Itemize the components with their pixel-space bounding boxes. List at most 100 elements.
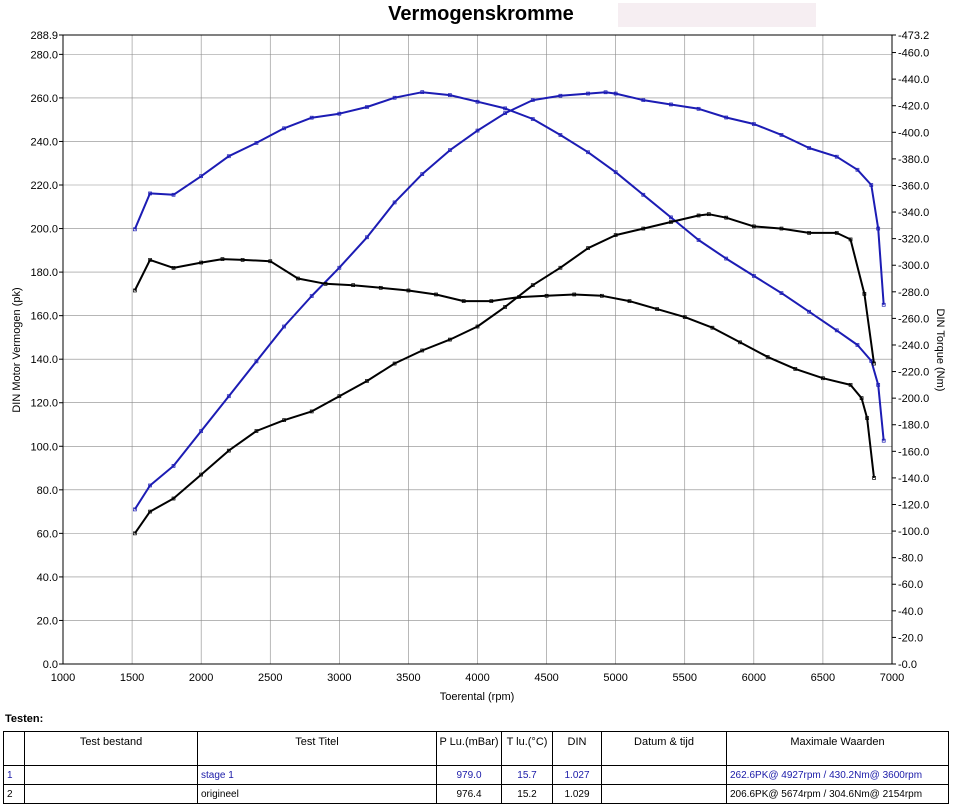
y-right-tick-label: -280.0 [898, 287, 929, 299]
y-left-tick-label: 60.0 [37, 528, 58, 540]
series-point [613, 170, 618, 175]
row-max-values: 262.6PK@ 4927rpm / 430.2Nm@ 3600rpm [726, 765, 949, 785]
series-point [530, 117, 535, 121]
series-point [530, 283, 535, 288]
x-axis-ticks: 1000 1500 2000 2500 3000 3500 4000 4500 5000 5500… [51, 672, 904, 684]
series-line [133, 213, 875, 534]
series-point [220, 257, 225, 261]
x-tick-label: 5000 [603, 672, 627, 684]
y-left-tick-label: 80.0 [37, 485, 58, 497]
series-point [475, 99, 480, 104]
y-right-tick-label: -80.0 [898, 553, 923, 565]
series-point [807, 231, 811, 235]
series-point [848, 237, 853, 242]
series-point [199, 260, 204, 265]
col-no [3, 731, 25, 766]
series-point [199, 429, 204, 433]
series-point [309, 409, 314, 414]
series-point [254, 359, 259, 364]
series-point [603, 90, 608, 95]
series-point [268, 259, 273, 264]
series-point [793, 367, 798, 371]
x-tick-label: 6500 [811, 672, 835, 684]
series-point [337, 265, 342, 270]
x-tick-label: 4500 [534, 672, 558, 684]
series-point [655, 307, 659, 311]
series-point [365, 379, 369, 383]
tests-label: Testen: [5, 713, 44, 725]
series-point [282, 126, 286, 131]
series-point [834, 231, 839, 235]
series-point [503, 111, 507, 116]
series-point [171, 464, 176, 468]
table-row[interactable]: 2 origineel 976.4 15.2 1.029 206.6PK@ 56… [3, 784, 949, 804]
series-point [872, 476, 876, 480]
series-point [392, 361, 397, 366]
series-point [378, 285, 383, 290]
series-point [881, 302, 886, 307]
row-datetime [601, 765, 727, 785]
series-line [133, 91, 885, 510]
series-point [148, 483, 152, 488]
x-tick-label: 1500 [120, 672, 144, 684]
series-point [475, 324, 480, 329]
table-row[interactable]: 1 stage 1 979.0 15.7 1.027 262.6PK@ 4927… [3, 765, 949, 785]
row-pressure: 979.0 [436, 765, 502, 785]
series-point [779, 133, 784, 137]
y-right-tick-label: -60.0 [898, 579, 923, 591]
title-highlight [618, 3, 816, 27]
series-point [420, 90, 425, 95]
series-point [420, 348, 425, 353]
series-point [226, 394, 231, 399]
series-point [669, 102, 673, 107]
series-point [738, 340, 742, 345]
series-point [392, 95, 397, 100]
y-left-tick-label: 288.9 [30, 30, 58, 42]
series-point [337, 394, 342, 399]
series-point [855, 167, 860, 172]
row-file [24, 784, 198, 804]
x-tick-label: 2000 [189, 672, 213, 684]
row-temperature: 15.2 [501, 784, 553, 804]
y-right-tick-label: -400.0 [898, 127, 929, 139]
series-point [876, 383, 881, 387]
series-point [503, 106, 507, 111]
x-tick-label: 5500 [673, 672, 697, 684]
series-point [171, 496, 176, 501]
y-left-tick-label: 260.0 [30, 93, 58, 105]
series-point [337, 111, 342, 116]
y-right-tick-label: -460.0 [898, 48, 929, 60]
y-right-tick-label: -100.0 [898, 526, 929, 538]
y-right-tick-label: -0.0 [898, 659, 917, 671]
series-point [779, 291, 784, 295]
series-point [710, 325, 715, 330]
row-din: 1.027 [552, 765, 602, 785]
series-2-torque_nm [132, 90, 886, 443]
series-point [132, 227, 137, 232]
series-point [309, 294, 314, 298]
series-point [448, 93, 452, 97]
y-right-tick-label: -220.0 [898, 367, 929, 379]
series-point [641, 98, 646, 102]
y-right-tick-label: -360.0 [898, 180, 929, 192]
x-axis-label: Toerental (rpm) [440, 691, 515, 703]
series-point [351, 283, 355, 288]
series-point [613, 91, 618, 96]
y-right-tick-label: -180.0 [898, 420, 929, 432]
series-point [807, 146, 811, 150]
y-right-tick-label: -300.0 [898, 260, 929, 272]
series-point [724, 256, 729, 261]
series-point [855, 343, 860, 347]
y-left-tick-label: 240.0 [30, 136, 58, 148]
series-point [834, 328, 839, 333]
series-point [807, 309, 811, 314]
series-point [834, 154, 839, 159]
series-point [572, 292, 577, 297]
y-right-tick-label: -160.0 [898, 446, 929, 458]
col-test-file: Test bestand [24, 731, 198, 766]
y-right-tick-label: -40.0 [898, 606, 923, 618]
series-point [848, 383, 853, 387]
y-left-tick-label: 220.0 [30, 180, 58, 192]
y-right-axis-ticks: -0.0 -20.0 -40.0 -60.0 -80.0 -100.0 -120.0 -140… [892, 30, 929, 671]
series-point [323, 281, 328, 286]
